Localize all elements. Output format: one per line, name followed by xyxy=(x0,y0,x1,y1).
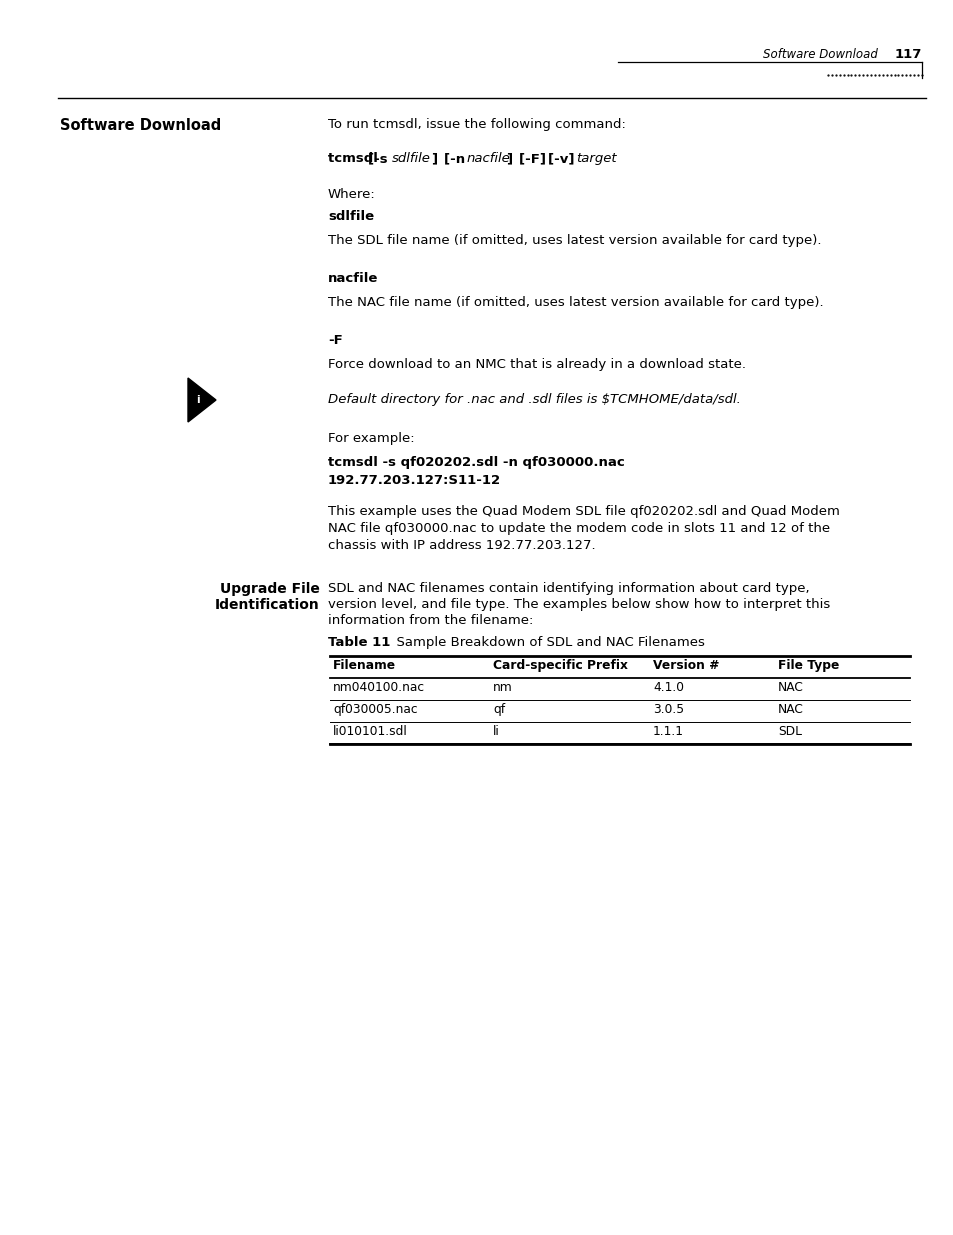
Text: NAC: NAC xyxy=(778,680,803,694)
Text: Upgrade File: Upgrade File xyxy=(220,582,319,597)
Text: Card-specific Prefix: Card-specific Prefix xyxy=(493,659,627,672)
Text: Table 11: Table 11 xyxy=(328,636,390,650)
Text: li: li xyxy=(493,725,499,739)
Text: nm040100.nac: nm040100.nac xyxy=(333,680,425,694)
Text: sdlfile: sdlfile xyxy=(328,210,374,224)
Text: The NAC file name (if omitted, uses latest version available for card type).: The NAC file name (if omitted, uses late… xyxy=(328,296,822,309)
Text: To run tcmsdl, issue the following command:: To run tcmsdl, issue the following comma… xyxy=(328,119,625,131)
Text: 3.0.5: 3.0.5 xyxy=(652,703,683,716)
Text: li010101.sdl: li010101.sdl xyxy=(333,725,407,739)
Text: SDL: SDL xyxy=(778,725,801,739)
Text: Sample Breakdown of SDL and NAC Filenames: Sample Breakdown of SDL and NAC Filename… xyxy=(388,636,704,650)
Text: [-n: [-n xyxy=(443,152,469,165)
Polygon shape xyxy=(188,378,215,422)
Text: target: target xyxy=(576,152,617,165)
Text: Force download to an NMC that is already in a download state.: Force download to an NMC that is already… xyxy=(328,358,745,370)
Text: 117: 117 xyxy=(894,48,921,62)
Text: nm: nm xyxy=(493,680,512,694)
Text: chassis with IP address 192.77.203.127.: chassis with IP address 192.77.203.127. xyxy=(328,538,595,552)
Text: information from the filename:: information from the filename: xyxy=(328,614,533,627)
Text: tcmsdl -s qf020202.sdl -n qf030000.nac: tcmsdl -s qf020202.sdl -n qf030000.nac xyxy=(328,456,624,469)
Text: NAC file qf030000.nac to update the modem code in slots 11 and 12 of the: NAC file qf030000.nac to update the mode… xyxy=(328,522,829,535)
Text: This example uses the Quad Modem SDL file qf020202.sdl and Quad Modem: This example uses the Quad Modem SDL fil… xyxy=(328,505,839,517)
Text: NAC: NAC xyxy=(778,703,803,716)
Text: i: i xyxy=(196,395,199,405)
Text: [-v]: [-v] xyxy=(547,152,578,165)
Text: Version #: Version # xyxy=(652,659,719,672)
Text: Software Download: Software Download xyxy=(762,48,877,62)
Text: 1.1.1: 1.1.1 xyxy=(652,725,683,739)
Text: ]: ] xyxy=(432,152,442,165)
Text: [-s: [-s xyxy=(368,152,393,165)
Text: sdlfile: sdlfile xyxy=(391,152,430,165)
Text: For example:: For example: xyxy=(328,432,415,445)
Text: -F: -F xyxy=(328,333,342,347)
Text: [-F]: [-F] xyxy=(518,152,550,165)
Text: Default directory for .nac and .sdl files is $TCMHOME/data/sdl.: Default directory for .nac and .sdl file… xyxy=(328,394,740,406)
Text: qf030005.nac: qf030005.nac xyxy=(333,703,417,716)
Text: Filename: Filename xyxy=(333,659,395,672)
Text: nacfile: nacfile xyxy=(466,152,510,165)
Text: The SDL file name (if omitted, uses latest version available for card type).: The SDL file name (if omitted, uses late… xyxy=(328,233,821,247)
Text: tcmsdl: tcmsdl xyxy=(328,152,382,165)
Text: File Type: File Type xyxy=(778,659,839,672)
Text: nacfile: nacfile xyxy=(328,272,378,285)
Text: Software Download: Software Download xyxy=(60,119,221,133)
Text: qf: qf xyxy=(493,703,504,716)
Text: SDL and NAC filenames contain identifying information about card type,: SDL and NAC filenames contain identifyin… xyxy=(328,582,809,595)
Text: Identification: Identification xyxy=(215,598,319,613)
Text: 4.1.0: 4.1.0 xyxy=(652,680,683,694)
Text: Where:: Where: xyxy=(328,188,375,201)
Text: ]: ] xyxy=(507,152,517,165)
Text: 192.77.203.127:S11-12: 192.77.203.127:S11-12 xyxy=(328,474,500,487)
Text: version level, and file type. The examples below show how to interpret this: version level, and file type. The exampl… xyxy=(328,598,829,611)
